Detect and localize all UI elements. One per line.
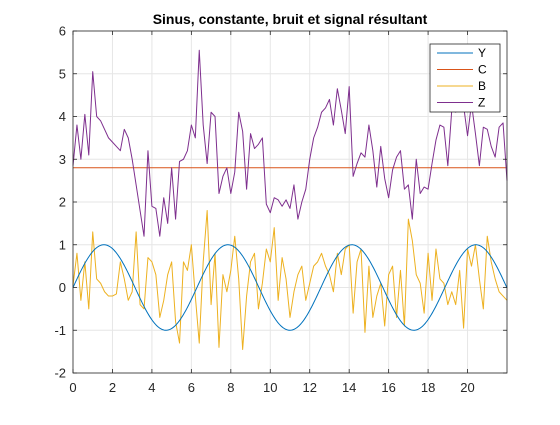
y-tick-label: -1 (54, 323, 66, 338)
y-tick-label: 4 (59, 109, 66, 124)
legend-label-c: C (478, 63, 487, 77)
legend-label-b: B (478, 79, 486, 93)
x-tick-label: 8 (227, 380, 234, 395)
series-line-y (72, 244, 508, 331)
x-tick-label: 0 (69, 380, 76, 395)
x-tick-label: 18 (421, 380, 435, 395)
x-tick-label: 14 (342, 380, 356, 395)
chart-title: Sinus, constante, bruit et signal résult… (153, 11, 428, 27)
y-tick-label: 3 (59, 152, 66, 167)
y-tick-label: 1 (59, 237, 66, 252)
x-axis-tick-labels: 0 2 4 6 8 10 12 14 16 18 20 (69, 380, 474, 395)
x-tick-label: 10 (263, 380, 277, 395)
legend-label-y: Y (478, 46, 486, 60)
y-tick-label: 2 (59, 195, 66, 210)
x-tick-label: 6 (188, 380, 195, 395)
x-tick-label: 20 (460, 380, 474, 395)
x-tick-label: 12 (302, 380, 316, 395)
y-tick-label: 0 (59, 280, 66, 295)
x-tick-label: 16 (381, 380, 395, 395)
series-line-b (72, 210, 508, 350)
legend-box (429, 43, 501, 113)
ticks (72, 30, 507, 374)
x-tick-label: 4 (148, 380, 155, 395)
series-line-z (72, 49, 508, 237)
y-axis-tick-labels: -2 -1 0 1 2 3 4 5 6 (54, 24, 66, 381)
series-group (72, 49, 508, 350)
x-tick-label: 2 (109, 380, 116, 395)
y-tick-label: 5 (59, 66, 66, 81)
y-tick-label: 6 (59, 24, 66, 39)
y-tick-label: -2 (54, 366, 66, 381)
legend-label-z: Z (478, 96, 485, 110)
